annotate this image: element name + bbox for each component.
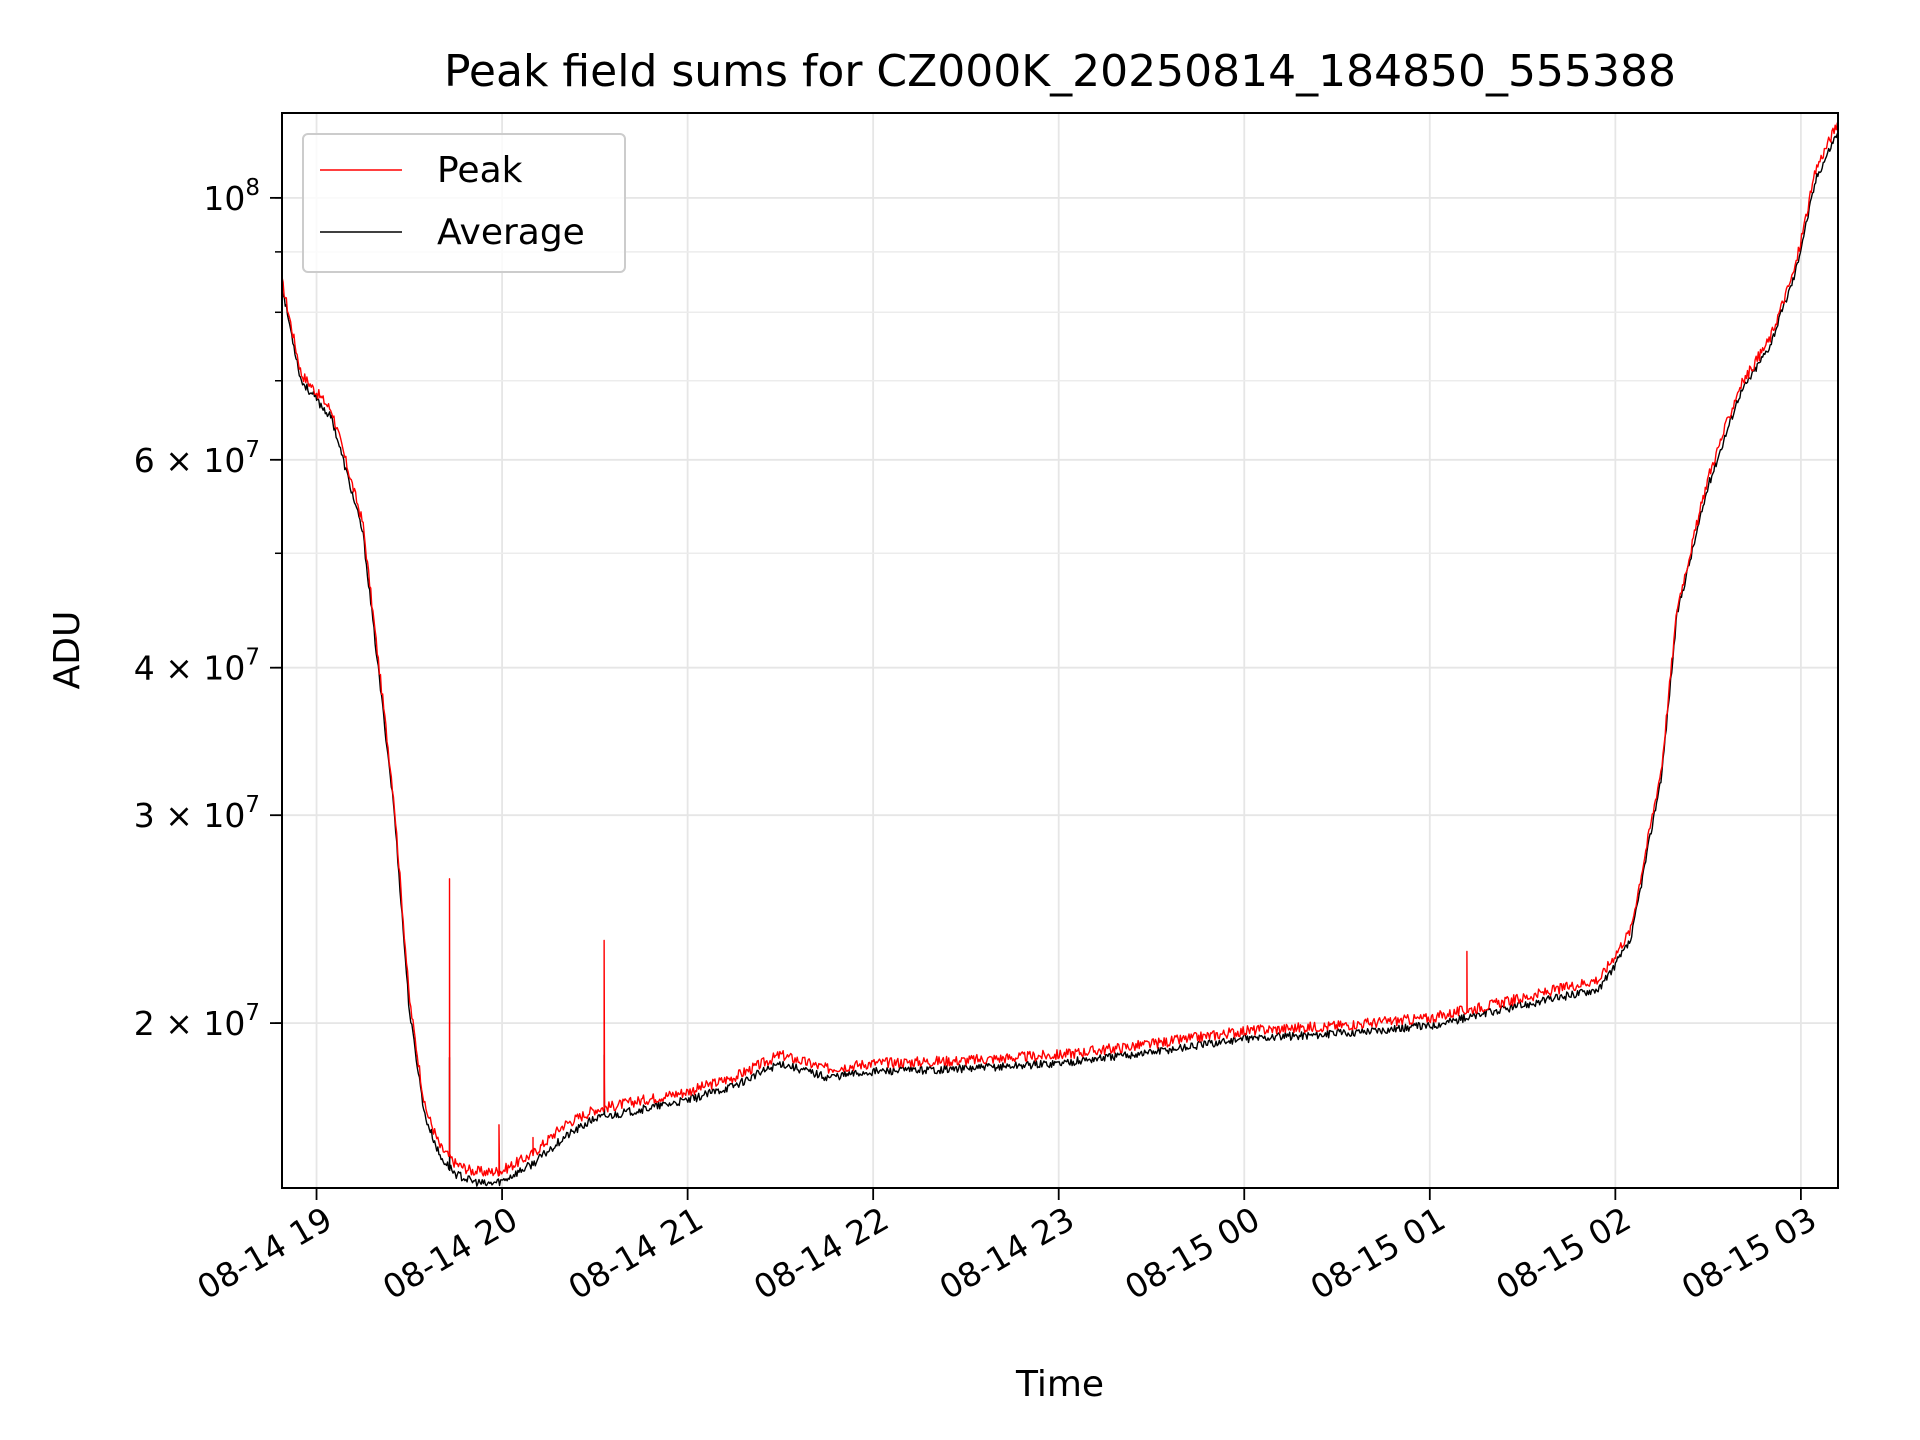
x-axis-label: Time [1015, 1364, 1104, 1405]
plot-frame [281, 112, 1839, 1189]
legend: Peak Average [302, 133, 626, 273]
legend-box [302, 133, 626, 273]
y-axis-label: ADU [47, 611, 88, 690]
legend-label-peak: Peak [437, 150, 523, 191]
y-tick-label: 2 × 107 [134, 1000, 260, 1043]
y-tick-label: 108 [203, 175, 260, 218]
series-layer [282, 122, 1838, 1187]
legend-label-average: Average [437, 212, 585, 253]
grid [282, 113, 1838, 1188]
series-line-average [282, 133, 1838, 1187]
y-tick-label: 4 × 107 [134, 645, 260, 688]
y-tick-label: 3 × 107 [134, 792, 260, 835]
y-axis: 2 × 107 3 × 107 4 × 107 6 × 107 108 [134, 175, 282, 1043]
chart-title: Peak field sums for CZ000K_20250814_1848… [444, 46, 1676, 97]
series-line-peak [282, 122, 1838, 1177]
y-tick-label: 6 × 107 [134, 437, 260, 480]
